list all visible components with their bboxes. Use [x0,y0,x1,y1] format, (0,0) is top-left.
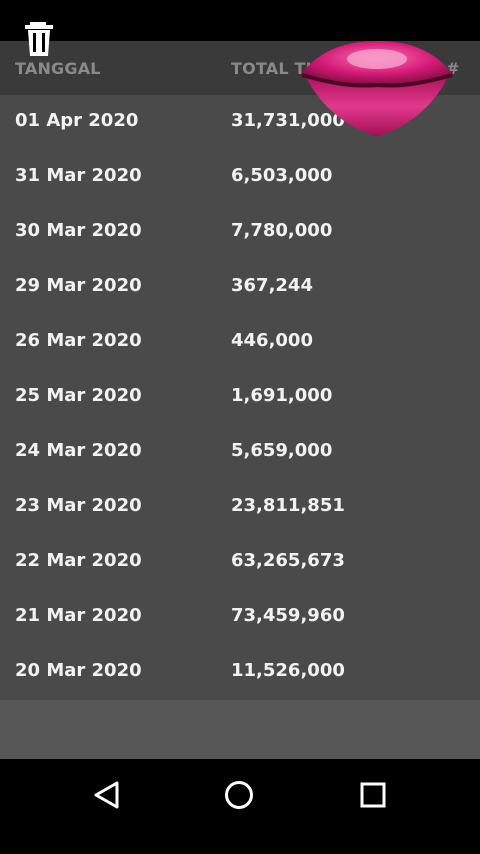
transaction-list[interactable]: 01 Apr 2020 31,731,000 31 Mar 2020 6,503… [0,95,480,700]
table-row[interactable]: 30 Mar 2020 7,780,000 [0,205,480,260]
recents-square-icon [360,782,386,808]
row-date: 25 Mar 2020 [15,385,142,406]
delete-button[interactable] [22,20,56,58]
home-button[interactable] [211,767,267,823]
row-total: 23,811,851 [231,495,345,516]
row-date: 31 Mar 2020 [15,165,142,186]
back-triangle-icon [94,781,119,809]
table-row[interactable]: 01 Apr 2020 31,731,000 [0,95,480,150]
table-row[interactable]: 29 Mar 2020 367,244 [0,260,480,315]
table-row[interactable]: 21 Mar 2020 73,459,960 [0,590,480,645]
list-footer [0,700,480,759]
row-total: 7,780,000 [231,220,333,241]
row-total: 73,459,960 [231,605,345,626]
home-circle-icon [225,781,253,809]
row-total: 1,691,000 [231,385,333,406]
row-date: 26 Mar 2020 [15,330,142,351]
row-total: 446,000 [231,330,313,351]
row-total: 63,265,673 [231,550,345,571]
trash-icon [25,22,53,56]
table-row[interactable]: 22 Mar 2020 63,265,673 [0,535,480,590]
row-total: 11,526,000 [231,660,345,681]
row-date: 21 Mar 2020 [15,605,142,626]
table-row[interactable]: 25 Mar 2020 1,691,000 [0,370,480,425]
row-date: 23 Mar 2020 [15,495,142,516]
row-date: 30 Mar 2020 [15,220,142,241]
table-row[interactable]: 24 Mar 2020 5,659,000 [0,425,480,480]
row-total: 31,731,000 [231,110,345,131]
row-date: 29 Mar 2020 [15,275,142,296]
row-date: 22 Mar 2020 [15,550,142,571]
lips-sticker-icon [300,41,454,136]
table-row[interactable]: 23 Mar 2020 23,811,851 [0,480,480,535]
lips-sticker [300,41,454,137]
navigation-bar [0,759,480,854]
column-header-date[interactable]: TANGGAL [15,59,101,78]
row-date: 01 Apr 2020 [15,110,139,131]
back-button[interactable] [79,767,135,823]
column-header-total[interactable]: TOTAL TU [231,59,319,78]
row-total: 6,503,000 [231,165,333,186]
recents-button[interactable] [345,767,401,823]
table-row[interactable]: 26 Mar 2020 446,000 [0,315,480,370]
table-row[interactable]: 31 Mar 2020 6,503,000 [0,150,480,205]
row-date: 24 Mar 2020 [15,440,142,461]
row-date: 20 Mar 2020 [15,660,142,681]
status-bar [0,0,480,41]
row-total: 367,244 [231,275,313,296]
table-row[interactable]: 20 Mar 2020 11,526,000 [0,645,480,700]
row-total: 5,659,000 [231,440,333,461]
